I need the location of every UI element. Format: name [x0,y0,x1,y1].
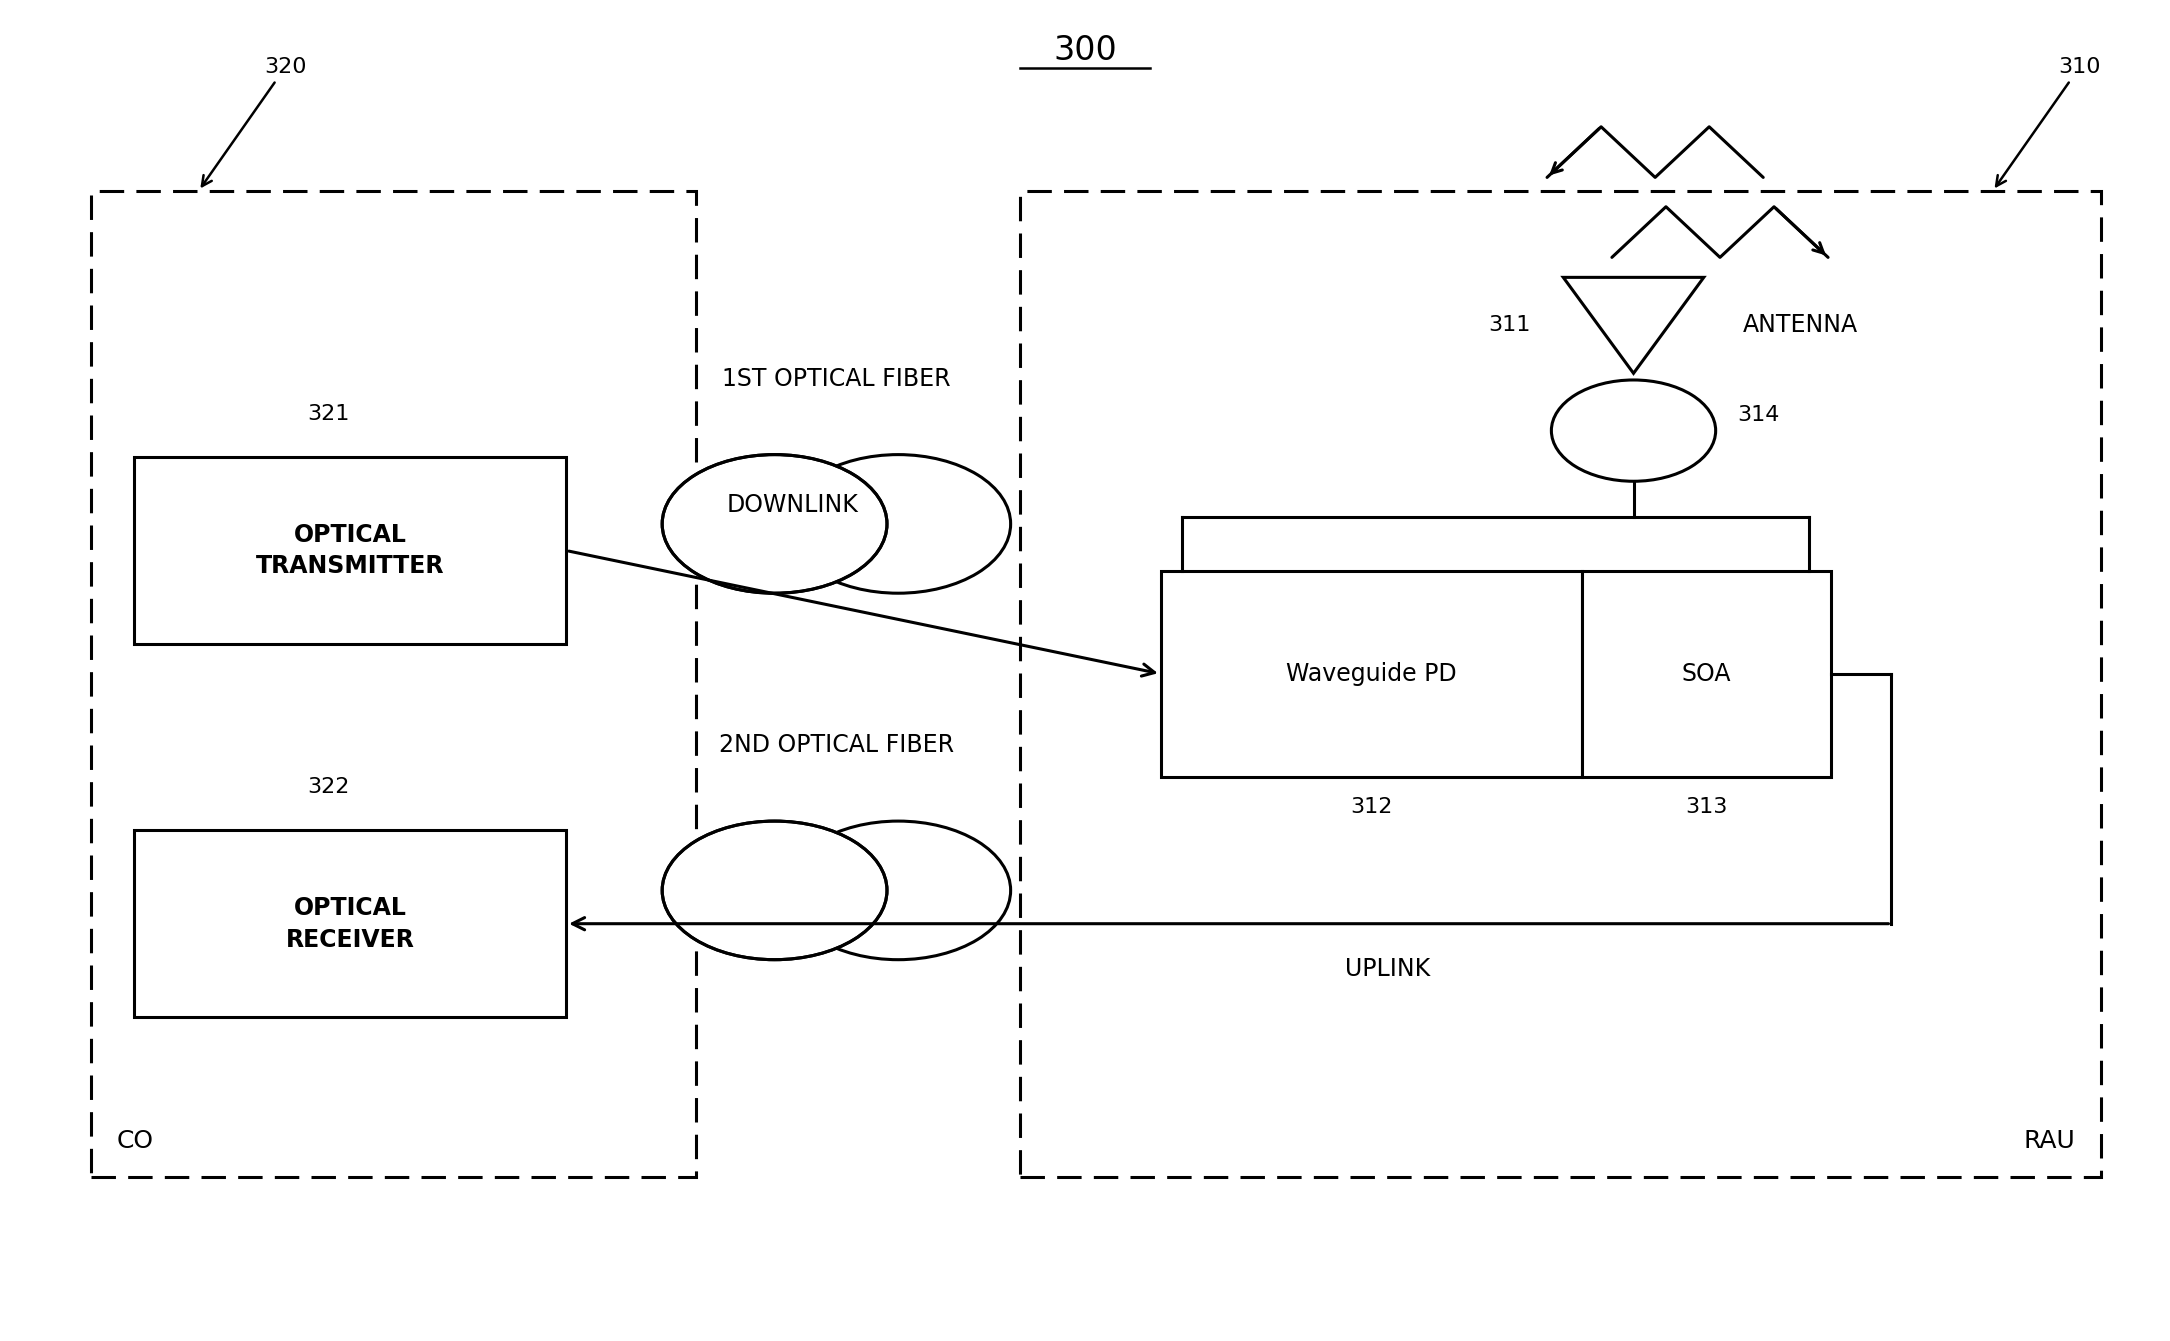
Text: OPTICAL
TRANSMITTER: OPTICAL TRANSMITTER [256,523,445,578]
Text: 310: 310 [1996,58,2101,186]
Text: 313: 313 [1686,797,1727,817]
Bar [1582,570,1831,778]
Text: 321: 321 [308,404,349,424]
Circle shape [786,821,1011,960]
Circle shape [662,821,888,960]
Bar [135,830,566,1016]
Text: ANTENNA: ANTENNA [1743,314,1858,338]
Text: DOWNLINK: DOWNLINK [727,493,857,518]
Text: 311: 311 [1489,315,1530,335]
Circle shape [786,455,1011,593]
Text: UPLINK: UPLINK [1345,957,1430,982]
Text: 2ND OPTICAL FIBER: 2ND OPTICAL FIBER [718,734,955,758]
Text: 320: 320 [202,58,306,186]
Bar [1161,570,1582,778]
Text: OPTICAL
RECEIVER: OPTICAL RECEIVER [286,896,414,952]
Bar [1020,190,2101,1177]
Circle shape [662,455,888,593]
Bar [135,457,566,644]
Text: Waveguide PD: Waveguide PD [1287,662,1456,685]
Text: SOA: SOA [1682,662,1732,685]
Text: RAU: RAU [2022,1129,2075,1153]
Text: CO: CO [117,1129,154,1153]
Text: 312: 312 [1350,797,1393,817]
Circle shape [1552,380,1716,481]
Bar [91,190,697,1177]
Text: 1ST OPTICAL FIBER: 1ST OPTICAL FIBER [723,366,950,390]
Text: 300: 300 [1052,35,1118,67]
Text: 314: 314 [1738,405,1779,425]
Text: 322: 322 [308,776,349,797]
